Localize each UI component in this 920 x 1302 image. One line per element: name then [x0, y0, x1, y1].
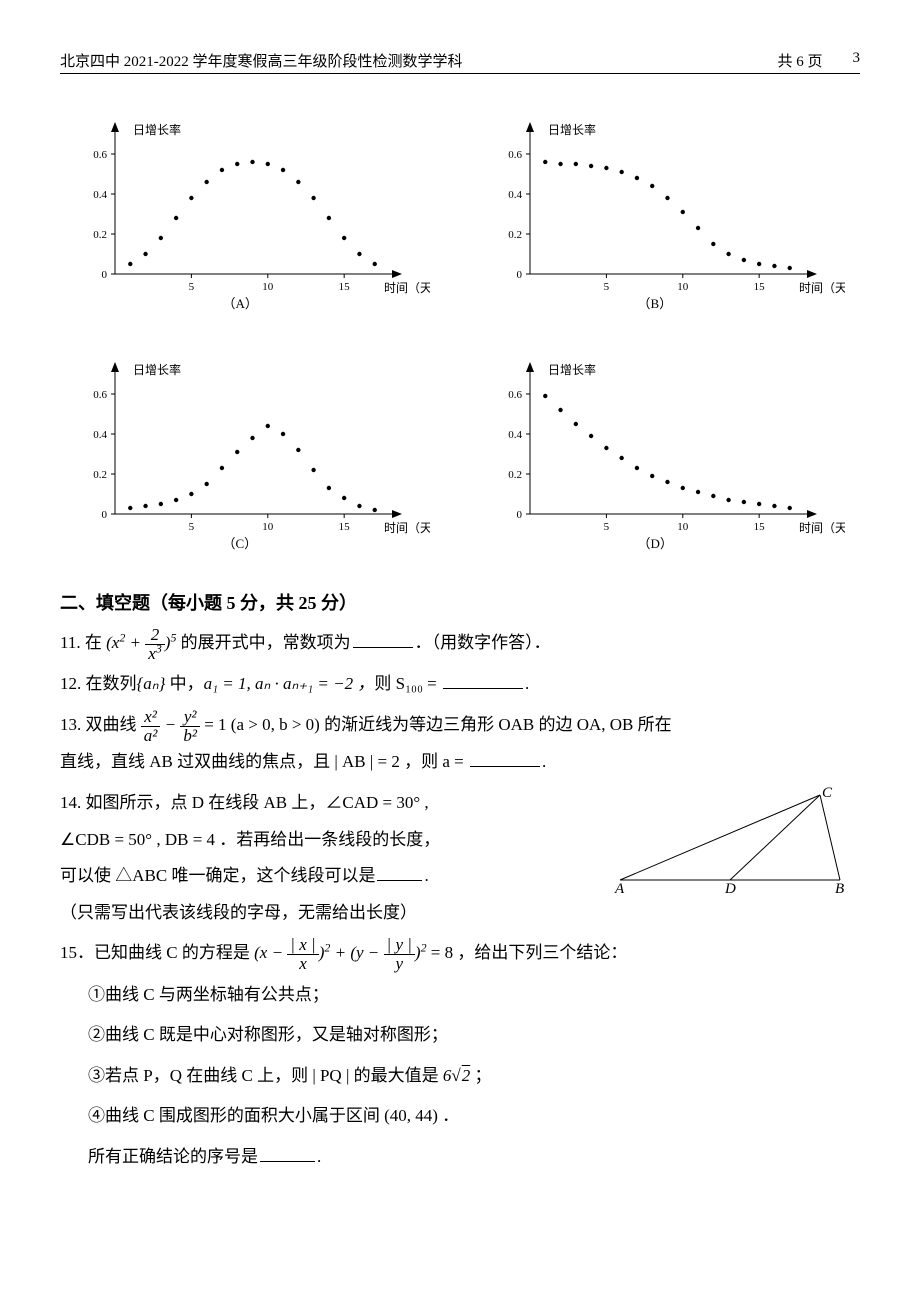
- chart-grid: 00.20.40.651015日增长率时间（天）（A） 00.20.40.651…: [60, 114, 860, 554]
- svg-text:0.4: 0.4: [508, 429, 522, 441]
- svg-text:0.6: 0.6: [93, 389, 107, 401]
- question-15: 15．已知曲线 C 的方程是 (x − | x |x)2 + (y − | y …: [60, 935, 860, 972]
- svg-text:（D）: （D）: [638, 536, 673, 551]
- blank-14: [377, 863, 422, 881]
- svg-text:时间（天）: 时间（天）: [799, 281, 845, 295]
- svg-text:5: 5: [604, 281, 610, 293]
- tri-A: A: [614, 881, 625, 895]
- svg-text:0.6: 0.6: [93, 149, 107, 161]
- svg-text:5: 5: [604, 521, 610, 533]
- q15-s3: ③若点 P，Q 在曲线 C 上，则 | PQ | 的最大值是 6√2 ；: [60, 1058, 860, 1095]
- chart-C: 0 0.2 0.4 0.6 5 10 15 日增长率时间（天） （C）: [60, 354, 445, 554]
- svg-text:0: 0: [517, 269, 523, 281]
- svg-text:0.2: 0.2: [93, 229, 107, 241]
- page-header: 北京四中 2021-2022 学年度寒假高三年级阶段性检测数学学科 共 6 页 …: [60, 50, 860, 74]
- question-13: 13. 双曲线 x²a² − y²b² = 1 (a > 0, b > 0) 的…: [60, 707, 860, 781]
- tri-C: C: [822, 785, 833, 801]
- svg-text:日增长率: 日增长率: [133, 122, 181, 137]
- svg-text:0.6: 0.6: [508, 149, 522, 161]
- svg-text:15: 15: [754, 521, 766, 533]
- svg-text:0.4: 0.4: [508, 189, 522, 201]
- svg-text:10: 10: [677, 281, 689, 293]
- svg-text:0.4: 0.4: [93, 189, 107, 201]
- chart-D: 0 0.2 0.4 0.6 5 10 15 日增长率时间（天） （D）: [475, 354, 860, 554]
- tri-D: D: [724, 881, 736, 895]
- svg-text:（A）: （A）: [223, 296, 258, 311]
- svg-text:日增长率: 日增长率: [133, 362, 181, 377]
- svg-text:0: 0: [517, 509, 523, 521]
- q15-s4: ④曲线 C 围成图形的面积大小属于区间 (40, 44) ．: [60, 1098, 860, 1135]
- q15-s1: ①曲线 C 与两坐标轴有公共点；: [60, 977, 860, 1014]
- svg-text:0.2: 0.2: [93, 469, 107, 481]
- section-title: 二、填空题（每小题 5 分，共 25 分）: [60, 589, 860, 615]
- svg-text:时间（天）: 时间（天）: [799, 521, 845, 535]
- svg-text:15: 15: [754, 281, 766, 293]
- chart-A: 0 0.2 0.4 0.6 5 10 15 日增长率时间（天） （A）: [60, 114, 445, 314]
- svg-text:0.2: 0.2: [508, 229, 522, 241]
- svg-text:0.4: 0.4: [93, 429, 107, 441]
- blank-11: [353, 630, 413, 648]
- svg-text:0.6: 0.6: [508, 389, 522, 401]
- blank-12: [443, 671, 523, 689]
- svg-text:10: 10: [262, 281, 274, 293]
- svg-text:日增长率: 日增长率: [548, 362, 596, 377]
- blank-13: [470, 749, 540, 767]
- svg-text:（C）: （C）: [223, 536, 258, 551]
- svg-text:10: 10: [677, 521, 689, 533]
- svg-text:10: 10: [262, 521, 274, 533]
- question-12: 12. 在数列{aₙ} 中，a₁ = 1, aₙ · aₙ₊₁ = −2 ，则 …: [60, 666, 860, 703]
- header-pages: 共 6 页: [777, 50, 822, 71]
- svg-text:15: 15: [339, 521, 351, 533]
- svg-text:0: 0: [102, 269, 108, 281]
- header-left: 北京四中 2021-2022 学年度寒假高三年级阶段性检测数学学科: [60, 50, 463, 71]
- svg-text:5: 5: [189, 281, 195, 293]
- svg-text:0: 0: [102, 509, 108, 521]
- header-pagenum: 3: [853, 50, 861, 71]
- svg-text:日增长率: 日增长率: [548, 122, 596, 137]
- question-14: 14. 如图所示，点 D 在线段 AB 上，∠CAD = 30° , ∠CDB …: [60, 785, 860, 931]
- svg-text:5: 5: [189, 521, 195, 533]
- svg-text:15: 15: [339, 281, 351, 293]
- svg-text:时间（天）: 时间（天）: [384, 281, 430, 295]
- question-11: 11. 在 (x2 + 2x3)5 的展开式中，常数项为．（用数字作答）．: [60, 625, 860, 662]
- q15-s5: 所有正确结论的序号是.: [60, 1139, 860, 1176]
- blank-15: [260, 1144, 315, 1162]
- chart-B: 0 0.2 0.4 0.6 5 10 15 日增长率时间（天） （B）: [475, 114, 860, 314]
- triangle-figure: A D B C: [610, 785, 860, 895]
- tri-B: B: [835, 881, 844, 895]
- svg-text:时间（天）: 时间（天）: [384, 521, 430, 535]
- svg-text:（B）: （B）: [638, 296, 673, 311]
- q15-s2: ②曲线 C 既是中心对称图形，又是轴对称图形；: [60, 1017, 860, 1054]
- svg-text:0.2: 0.2: [508, 469, 522, 481]
